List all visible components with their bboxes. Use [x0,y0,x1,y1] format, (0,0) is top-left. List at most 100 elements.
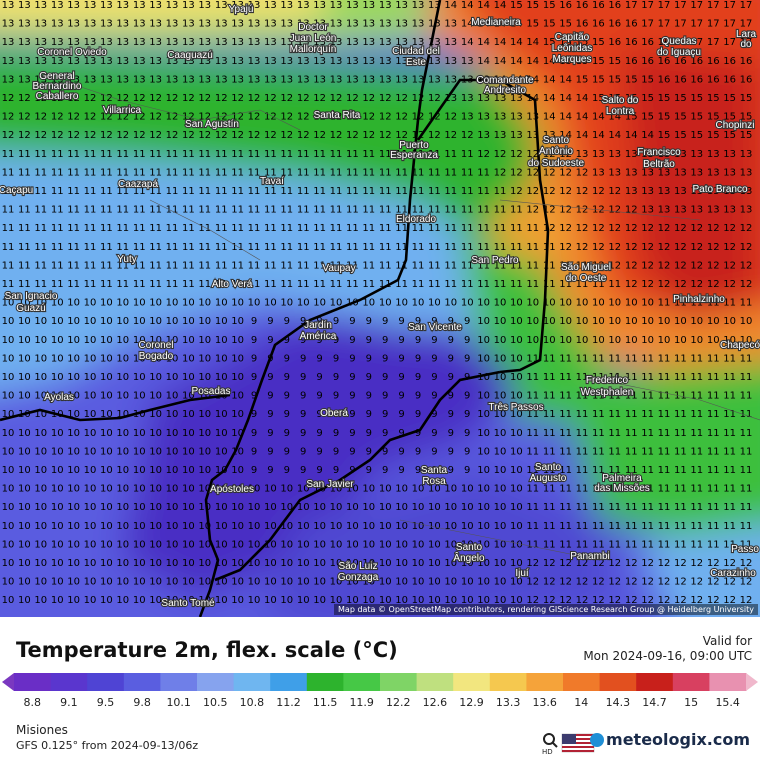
grid-value: 17 [723,37,736,48]
grid-value: 16 [576,19,589,30]
scale-tick-label: 11.2 [276,696,301,709]
grid-value: 13 [34,37,47,48]
grid-value: 11 [116,242,129,253]
grid-value: 13 [362,19,375,30]
city-label: Comandante [476,75,534,86]
grid-value: 10 [510,595,523,606]
grid-value: 10 [18,298,31,309]
grid-value: 10 [510,577,523,588]
grid-value: 11 [658,428,671,439]
grid-value: 12 [379,130,392,141]
grid-value: 12 [116,112,129,123]
grid-value: 15 [641,74,654,85]
grid-value: 10 [248,539,261,550]
scale-tick-label: 13.6 [532,696,557,709]
grid-value: 14 [510,37,523,48]
temperature-map[interactable]: 13 13 13 13 13 13 13 13 13 13 13 13 13 13 13 13 13 13 13 13… [0,0,760,617]
grid-value: 10 [444,521,457,532]
grid-value: 13 [461,56,474,67]
city-label: Medianeira [471,17,521,28]
grid-value: 10 [18,521,31,532]
grid-value: 11 [428,223,441,234]
scale-swatch [380,673,418,691]
grid-value: 11 [723,391,736,402]
grid-value: 10 [494,409,507,420]
grid-value: 12 [674,558,687,569]
grid-value: 11 [100,186,113,197]
grid-value: 12 [116,93,129,104]
grid-value: 10 [280,484,293,495]
grid-value: 13 [428,74,441,85]
grid-value: 11 [674,484,687,495]
grid-value: 13 [84,19,97,30]
grid-value: 11 [297,279,310,290]
grid-value: 11 [625,502,638,513]
grid-value: 10 [198,539,211,550]
grid-value: 13 [690,186,703,197]
grid-value: 10 [576,316,589,327]
grid-value: 10 [100,595,113,606]
grid-value: 10 [34,465,47,476]
grid-value: 13 [690,167,703,178]
grid-value: 10 [674,335,687,346]
grid-value: 12 [362,130,375,141]
grid-value: 14 [559,93,572,104]
grid-value: 12 [264,93,277,104]
grid-value: 9 [284,353,290,364]
grid-value: 10 [215,353,228,364]
grid-value: 10 [248,558,261,569]
grid-value: 11 [559,484,572,495]
grid-value: 11 [2,279,15,290]
grid-value: 12 [625,595,638,606]
grid-value: 12 [674,577,687,588]
grid-value: 10 [67,465,80,476]
grid-value: 10 [2,502,15,513]
grid-value: 10 [18,335,31,346]
grid-value: 10 [182,484,195,495]
grid-value: 10 [477,577,490,588]
grid-value: 12 [576,558,589,569]
grid-value: 10 [264,502,277,513]
grid-value: 11 [526,260,539,271]
grid-value: 12 [641,223,654,234]
grid-value: 9 [251,446,257,457]
grid-value: 12 [690,577,703,588]
grid-value: 13 [723,205,736,216]
grid-value: 13 [379,0,392,11]
brand-logo[interactable]: meteologix.com [590,730,750,749]
grid-value: 11 [362,149,375,160]
grid-value: 11 [428,279,441,290]
grid-value: 12 [641,577,654,588]
grid-value: 11 [723,502,736,513]
us-flag-icon[interactable] [561,733,595,753]
grid-value: 10 [51,372,64,383]
grid-value: 9 [267,372,273,383]
grid-value: 10 [346,539,359,550]
grid-value: 9 [448,391,454,402]
grid-value: 10 [477,428,490,439]
grid-value: 17 [658,19,671,30]
grid-value: 11 [526,428,539,439]
scale-swatch [160,673,198,691]
grid-value: 13 [231,56,244,67]
grid-value: 10 [592,316,605,327]
hd-search-icon[interactable]: HD [542,733,558,755]
grid-value: 13 [51,74,64,85]
city-label: Eldorado [396,214,436,225]
grid-value: 11 [461,279,474,290]
grid-value: 11 [543,372,556,383]
grid-value: 16 [674,74,687,85]
grid-value: 10 [84,446,97,457]
grid-value: 10 [248,595,261,606]
grid-value: 11 [34,279,47,290]
grid-value: 11 [576,539,589,550]
grid-value: 12 [608,242,621,253]
grid-value: 13 [379,74,392,85]
grid-value: 12 [690,260,703,271]
grid-value: 12 [133,130,146,141]
grid-value: 12 [510,149,523,160]
grid-value: 9 [251,372,257,383]
grid-value: 17 [740,37,753,48]
grid-value: 11 [543,353,556,364]
grid-value: 11 [149,205,162,216]
